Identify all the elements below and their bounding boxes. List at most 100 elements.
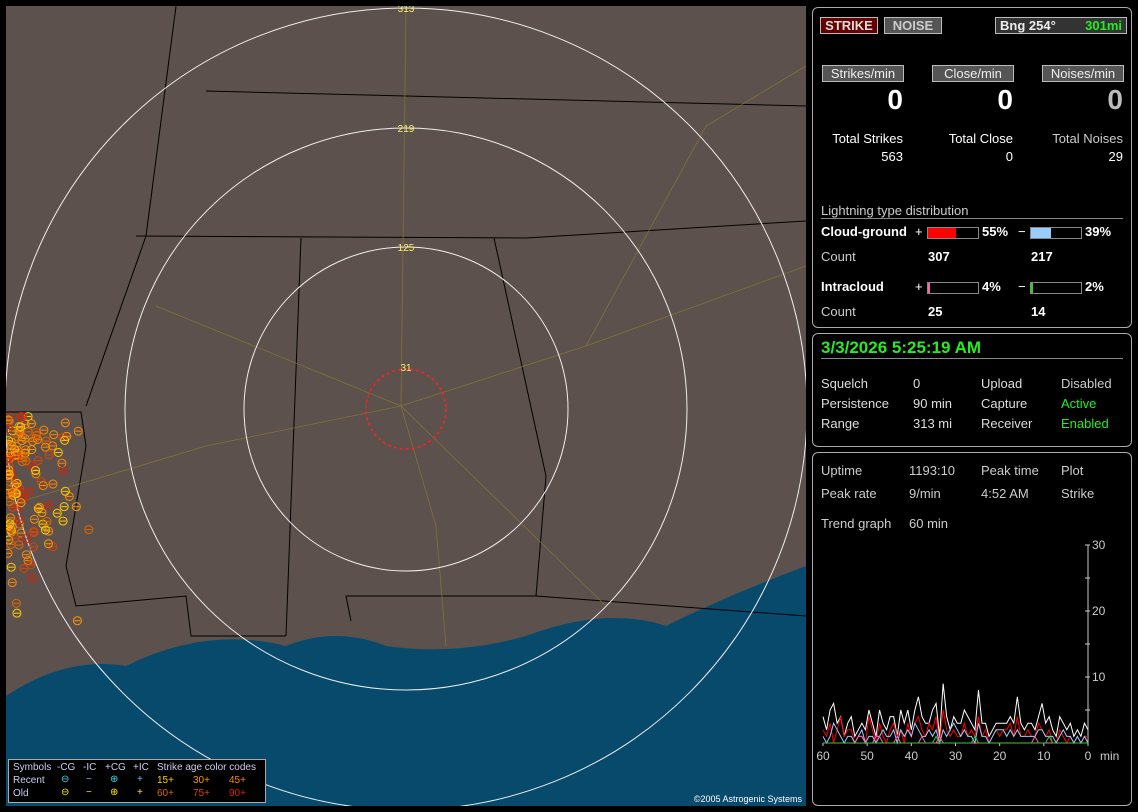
strike-marker <box>27 573 37 583</box>
strike-marker <box>49 430 59 440</box>
age-code: 75+ <box>193 788 210 799</box>
age-code: 90+ <box>229 788 246 799</box>
minus-sign: − <box>1018 279 1026 294</box>
legend-header: -CG <box>57 762 76 773</box>
info-cell: 313 mi <box>913 416 953 431</box>
strike-marker <box>33 504 43 514</box>
strike-marker <box>40 442 50 452</box>
strike-marker <box>38 481 48 491</box>
strike-markers <box>6 411 94 626</box>
strike-marker <box>32 430 42 440</box>
ic-neg-bar <box>1030 282 1082 294</box>
cg-pos-bar <box>927 227 979 239</box>
strike-marker <box>60 418 70 428</box>
ic-label: Intracloud <box>821 279 884 294</box>
total-close: 0 <box>1005 149 1013 164</box>
info-cell[interactable]: Active <box>1061 396 1097 411</box>
trend-series-0 <box>822 683 1089 738</box>
trend-value[interactable]: 60 min <box>909 516 949 531</box>
strike-button[interactable]: STRIKE <box>820 17 878 34</box>
peak-rate-label: Peak rate <box>821 486 877 501</box>
distribution-title: Lightning type distribution <box>821 203 1123 219</box>
x-tick-label: 40 <box>905 749 919 763</box>
x-tick-label: 10 <box>1037 749 1051 763</box>
close-per-min-button[interactable]: Close/min <box>932 65 1014 82</box>
strike-marker <box>10 533 20 543</box>
x-tick-label: 60 <box>816 749 830 763</box>
strike-marker <box>71 502 81 512</box>
distance: 301mi <box>1085 18 1122 33</box>
copyright: ©2005 Astrogenic Systems <box>694 794 803 804</box>
strike-marker <box>6 465 14 475</box>
strikes-per-min-button[interactable]: Strikes/min <box>822 65 904 82</box>
strike-marker <box>6 415 13 425</box>
x-tick-label: 30 <box>949 749 963 763</box>
plot-value[interactable]: Strike <box>1061 486 1095 501</box>
age-code: 45+ <box>229 775 246 786</box>
strike-marker <box>6 437 16 447</box>
cg-pos-count: 307 <box>928 249 950 264</box>
strike-marker <box>6 453 13 463</box>
strike-marker <box>13 503 23 513</box>
noise-button[interactable]: NOISE <box>884 17 942 34</box>
gulf-of-mexico <box>6 566 806 806</box>
ic-pos-count: 25 <box>928 304 943 319</box>
age-code: 60+ <box>157 788 174 799</box>
info-cell[interactable]: Enabled <box>1061 416 1109 431</box>
strike-marker <box>7 442 17 452</box>
strike-marker <box>17 436 27 446</box>
neg-cg-old-icon: ⊖ <box>61 787 70 798</box>
bearing-display: Bng 254° 301mi <box>995 17 1127 34</box>
count-label: Count <box>821 304 856 319</box>
cg-pos-pct: 55% <box>982 224 1009 239</box>
legend-recent-label: Recent <box>13 775 45 786</box>
strike-marker <box>26 560 36 570</box>
strike-marker <box>19 563 29 573</box>
plus-sign: + <box>915 224 923 239</box>
x-tick-label: 20 <box>993 749 1007 763</box>
strike-marker <box>26 419 36 429</box>
strike-marker <box>29 542 39 552</box>
strike-marker <box>29 526 39 536</box>
strike-marker <box>6 469 14 479</box>
state-borders <box>6 6 806 637</box>
legend-old-label: Old <box>13 788 29 799</box>
pos-cg-old-icon: ⊕ <box>110 787 119 798</box>
total-noises: 29 <box>1108 149 1123 164</box>
close-range-ring <box>365 368 447 450</box>
plot-label: Plot <box>1061 463 1084 478</box>
peak-rate: 9/min <box>909 486 941 501</box>
info-cell[interactable]: Disabled <box>1061 376 1112 391</box>
cg-neg-count: 217 <box>1031 249 1053 264</box>
lightning-map[interactable]: 313 219 125 31 ©2005 Astrogenic Systems <box>6 6 806 806</box>
strike-marker <box>12 608 22 618</box>
pos-cg-recent-icon: ⊕ <box>110 774 119 785</box>
trend-graph: 10 20 30 60 50 40 30 20 10 0 min <box>816 538 1119 763</box>
ic-neg-pct: 2% <box>1085 279 1104 294</box>
legend-age-title: Strike age color codes <box>157 762 256 773</box>
strike-marker <box>7 578 17 588</box>
plus-sign: + <box>915 279 923 294</box>
strike-marker <box>14 427 24 437</box>
peak-time[interactable]: 4:52 AM <box>981 486 1029 501</box>
ic-neg-count: 14 <box>1031 304 1046 319</box>
y-tick-label: 10 <box>1092 670 1106 684</box>
strike-marker <box>8 502 18 512</box>
info-cell: Squelch <box>821 376 868 391</box>
ic-pos-pct: 4% <box>982 279 1001 294</box>
strike-marker <box>53 447 63 457</box>
minus-sign: − <box>1018 224 1026 239</box>
neg-ic-old-icon: − <box>86 787 92 798</box>
strike-marker <box>60 435 70 445</box>
neg-cg-recent-icon: ⊖ <box>61 774 70 785</box>
strike-marker <box>16 528 26 538</box>
strikes-per-min: 0 <box>887 84 903 115</box>
strike-marker <box>14 515 24 525</box>
strike-marker <box>41 436 51 446</box>
strike-marker <box>59 502 69 512</box>
strike-marker <box>6 519 15 529</box>
total-strikes-label: Total Strikes <box>832 131 903 146</box>
noises-per-min-button[interactable]: Noises/min <box>1042 65 1124 82</box>
ring-label: 31 <box>400 363 412 374</box>
strike-marker <box>44 450 54 460</box>
